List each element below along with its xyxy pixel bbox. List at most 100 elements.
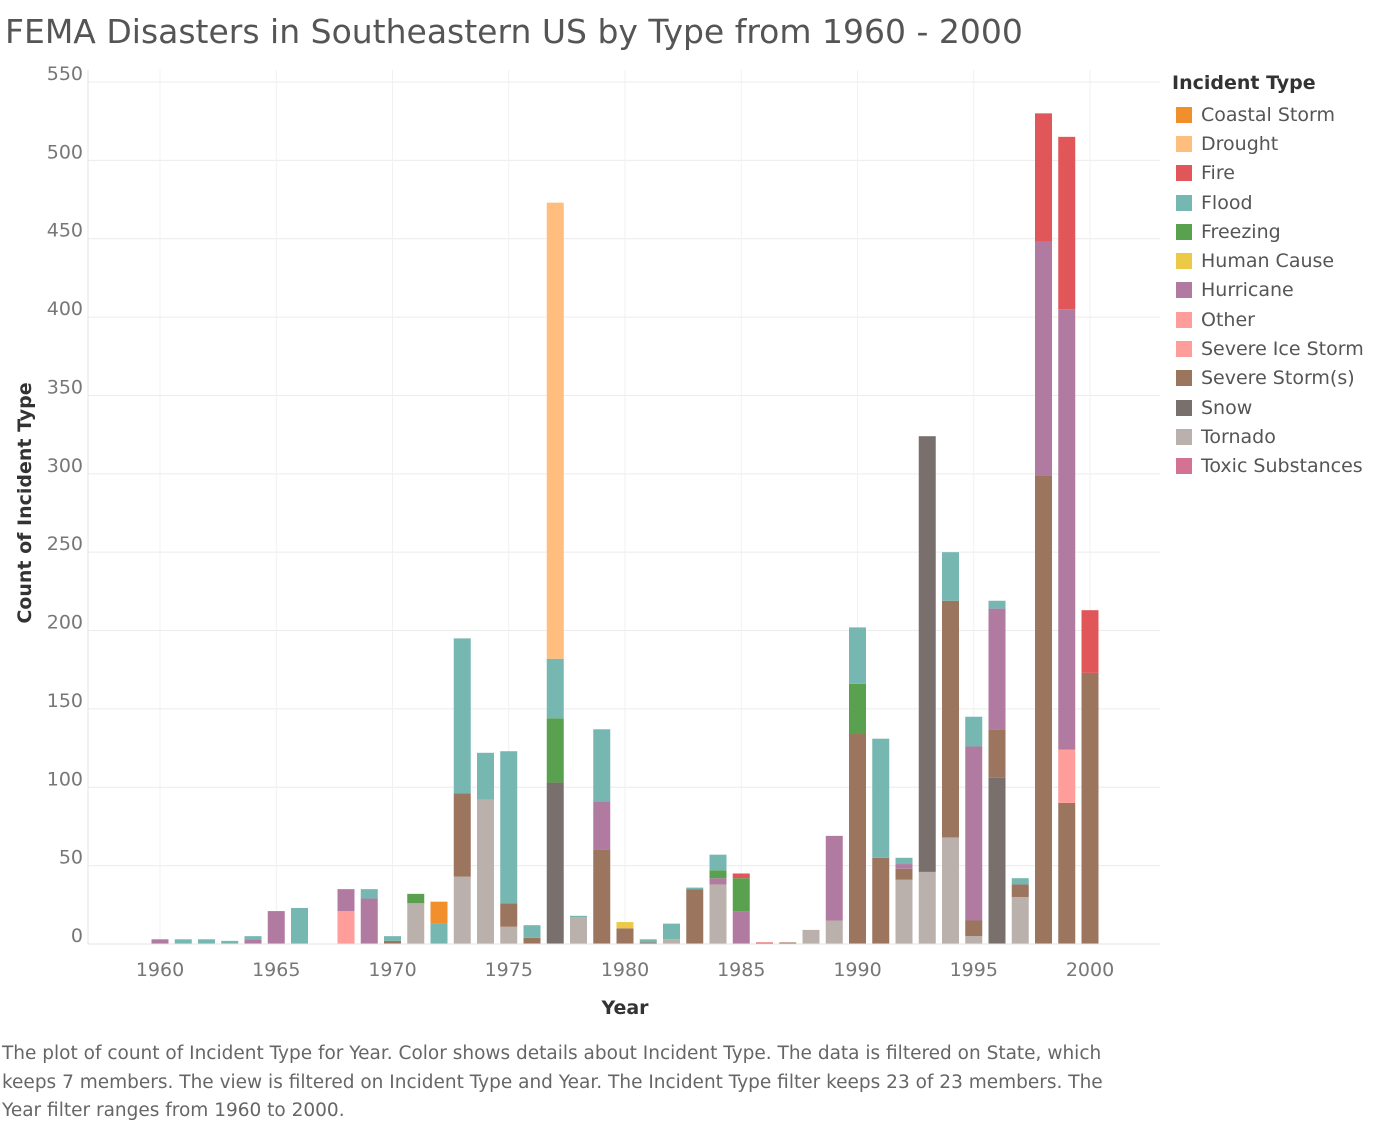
legend-swatch xyxy=(1176,135,1192,152)
bar-segment-flood-1995 xyxy=(965,716,983,747)
bar-segment-hurricane-1999 xyxy=(1058,309,1076,750)
bar-segment-severe-storm-s-1995 xyxy=(965,920,983,937)
y-tick-label: 450 xyxy=(47,220,83,242)
bar-segment-flood-1983 xyxy=(686,887,704,890)
bar-segment-flood-1975 xyxy=(500,751,518,904)
x-tick-label: 1980 xyxy=(601,959,649,981)
axes: 0 50 100 150 200 250 300 350 400 450 500 550 1960 196… xyxy=(47,63,1160,981)
bar-segment-tornado-1982 xyxy=(663,939,680,944)
bar-segment-hurricane-1969 xyxy=(360,898,378,944)
bar-segment-flood-1969 xyxy=(360,889,378,899)
legend-swatch xyxy=(1176,458,1192,475)
bar-segment-freezing-1990 xyxy=(849,683,866,734)
bar-segment-flood-1990 xyxy=(849,627,866,684)
legend-swatch xyxy=(1176,282,1192,299)
bar-segment-flood-1973 xyxy=(453,638,471,794)
bar-segment-severe-storm-s-1976 xyxy=(523,937,541,944)
legend-swatch xyxy=(1176,428,1192,445)
y-tick-label: 0 xyxy=(71,925,83,947)
bar-segment-hurricane-1995 xyxy=(965,746,983,921)
y-tick-label: 400 xyxy=(47,298,83,320)
legend-item-human-cause: Human Cause xyxy=(1172,246,1364,275)
bar-segment-hurricane-1964 xyxy=(244,939,262,944)
bar-segment-severe-storm-s-1996 xyxy=(988,729,1006,778)
bar-segment-severe-storm-s-1970 xyxy=(384,940,401,944)
bar-segment-drought-1977 xyxy=(546,202,564,659)
legend-label: Severe Storm(s) xyxy=(1201,367,1355,390)
bar-segment-fire-1986 xyxy=(756,942,773,944)
bar-segment-flood-1974 xyxy=(477,752,494,800)
bar-segment-tornado-1975 xyxy=(500,926,518,944)
x-tick-label: 1990 xyxy=(833,959,881,981)
legend-label: Snow xyxy=(1201,396,1253,419)
bar-segment-hurricane-1992 xyxy=(895,864,913,869)
legend-swatch xyxy=(1176,165,1192,182)
legend-label: Coastal Storm xyxy=(1201,103,1335,126)
x-tick-label: 1995 xyxy=(950,959,998,981)
legend-swatch xyxy=(1176,311,1192,328)
bar-segment-snow-1996 xyxy=(988,777,1006,944)
bar-segment-hurricane-1996 xyxy=(988,608,1006,730)
legend-label: Tornado xyxy=(1201,425,1276,448)
bar-segment-hurricane-1960 xyxy=(151,939,169,944)
bar-segment-hurricane-1998 xyxy=(1035,241,1052,476)
bar-segment-flood-1991 xyxy=(872,738,890,858)
bar-segment-flood-1963 xyxy=(221,940,239,944)
bar-segment-fire-1985 xyxy=(732,873,750,879)
legend-item-flood: Flood xyxy=(1172,188,1364,217)
bar-segment-tornado-1984 xyxy=(709,884,727,944)
bar-segment-flood-1961 xyxy=(174,939,192,944)
bar-segment-fire-1998 xyxy=(1035,113,1052,242)
legend-item-snow: Snow xyxy=(1172,393,1364,422)
legend-item-toxic-substances: Toxic Substances xyxy=(1172,452,1364,481)
legend-label: Hurricane xyxy=(1201,279,1294,302)
legend-swatch xyxy=(1176,194,1192,211)
legend-swatch xyxy=(1176,399,1192,416)
bar-segment-flood-1966 xyxy=(291,907,308,944)
bar-segment-hurricane-1989 xyxy=(825,835,843,921)
legend-label: Severe Ice Storm xyxy=(1201,338,1364,361)
legend-swatch xyxy=(1176,106,1192,123)
bar-segment-severe-storm-s-1973 xyxy=(453,793,471,877)
bar-segment-severe-storm-s-1983 xyxy=(686,889,704,944)
bar-segment-tornado-1974 xyxy=(477,799,494,944)
bar-segment-tornado-1971 xyxy=(407,903,425,944)
bar-segment-flood-1978 xyxy=(570,915,587,918)
legend-item-hurricane: Hurricane xyxy=(1172,276,1364,305)
bar-segment-flood-1962 xyxy=(198,939,215,944)
bar-segment-tornado-1973 xyxy=(453,876,471,944)
x-tick-label: 1960 xyxy=(136,959,184,981)
bar-segment-hurricane-1979 xyxy=(593,801,611,850)
legend-item-freezing: Freezing xyxy=(1172,217,1364,246)
legend-label: Flood xyxy=(1201,191,1253,214)
legend-item-severe-ice-storm: Severe Ice Storm xyxy=(1172,334,1364,363)
legend-item-coastal-storm: Coastal Storm xyxy=(1172,100,1364,129)
bar-segment-flood-1964 xyxy=(244,936,262,940)
bar-segment-snow-1977 xyxy=(546,782,564,944)
bar-segment-hurricane-1968 xyxy=(337,889,355,912)
bar-segment-freezing-1985 xyxy=(732,878,750,912)
bar-segment-flood-1996 xyxy=(988,600,1006,609)
bar-segment-tornado-1978 xyxy=(570,917,587,944)
legend-label: Freezing xyxy=(1201,220,1281,243)
legend-swatch xyxy=(1176,223,1192,240)
bar-segment-severe-storm-s-2000 xyxy=(1081,672,1099,944)
bar-segment-freezing-1984 xyxy=(709,870,727,879)
bar-segment-flood-1994 xyxy=(942,552,959,601)
bar-segment-severe-ice-storm-1968 xyxy=(337,911,355,944)
legend-items: Coastal Storm Drought Fire Flood Freezing Hum… xyxy=(1172,100,1364,481)
bar-segment-severe-storm-s-1997 xyxy=(1011,884,1029,897)
bar-segment-flood-1977 xyxy=(546,658,564,719)
bar-segment-tornado-1988 xyxy=(802,929,820,944)
bar-segment-tornado-1997 xyxy=(1011,896,1029,944)
bar-segment-severe-storm-s-1979 xyxy=(593,849,611,944)
bar-segment-freezing-1971 xyxy=(407,893,425,904)
bar-segment-fire-2000 xyxy=(1081,610,1099,673)
legend-item-drought: Drought xyxy=(1172,129,1364,158)
y-tick-label: 250 xyxy=(47,533,83,555)
bar-segment-human-cause-1980 xyxy=(616,922,634,929)
x-tick-label: 2000 xyxy=(1066,959,1114,981)
y-tick-label: 150 xyxy=(47,690,83,712)
bar-segment-flood-1979 xyxy=(593,729,611,802)
bar-segment-tornado-1993 xyxy=(918,871,936,944)
